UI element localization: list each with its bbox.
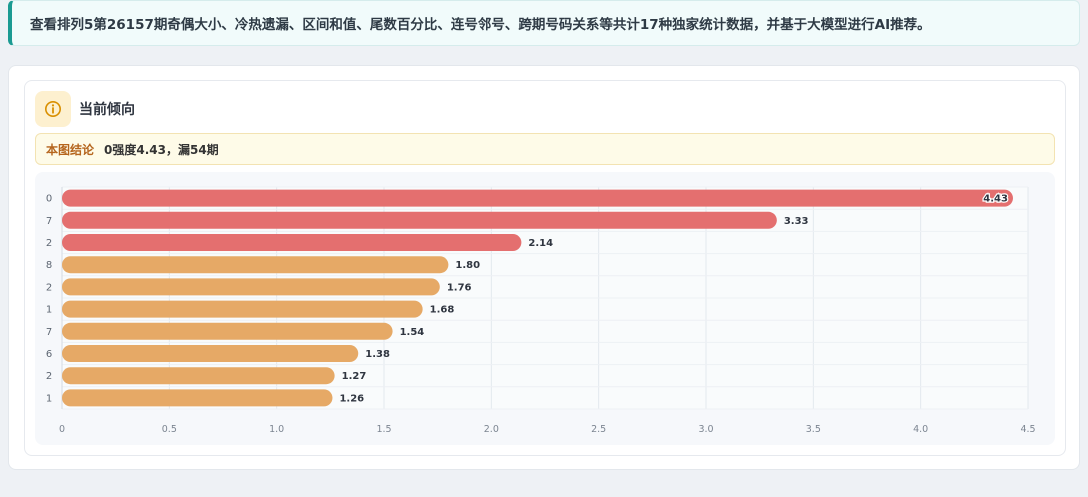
x-tick-label: 2.5 (591, 424, 606, 435)
value-label: 4.43 (983, 194, 1008, 205)
card-title: 当前倾向 (79, 102, 135, 118)
x-tick-label: 4.0 (913, 424, 928, 435)
value-label: 1.26 (339, 393, 364, 404)
bar (62, 345, 359, 362)
bar (62, 211, 777, 229)
bar-chart-svg: 0 0.5 1.0 1.5 2.0 2.5 3.0 3.5 4.0 4.5 0 4.43 7 3.33 2 2… (46, 186, 1036, 435)
bar (62, 234, 522, 251)
conclusion-label: 本图结论 (46, 142, 95, 157)
x-tick-label: 0.5 (162, 424, 177, 435)
bar-chart: 0 0.5 1.0 1.5 2.0 2.5 3.0 3.5 4.0 4.5 0 4.43 7 3.33 2 2… (35, 172, 1055, 445)
category-label: 7 (46, 327, 52, 338)
category-label: 8 (46, 260, 52, 271)
bar (62, 189, 1013, 207)
category-label: 2 (46, 282, 52, 293)
bar (62, 300, 423, 318)
bar (62, 389, 333, 407)
notice-banner: 查看排列5第26157期奇偶大小、冷热遗漏、区间和值、尾数百分比、连号邻号、跨期… (8, 0, 1080, 46)
category-label: 7 (46, 216, 52, 227)
x-tick-label: 1.0 (269, 424, 284, 435)
category-label: 0 (46, 194, 52, 205)
value-label: 1.68 (430, 305, 455, 316)
x-tick-label: 0 (59, 424, 65, 435)
info-circle-icon (35, 91, 71, 127)
bar (62, 256, 449, 274)
card-header: 当前倾向 (35, 91, 135, 127)
x-tick-label: 3.5 (806, 424, 821, 435)
bar (62, 322, 393, 340)
value-label: 1.76 (447, 282, 472, 293)
category-label: 1 (46, 305, 52, 316)
x-tick-label: 1.5 (376, 424, 391, 435)
x-tick-label: 4.5 (1020, 424, 1035, 435)
bar (62, 367, 335, 385)
category-label: 6 (46, 349, 52, 360)
value-label: 1.38 (365, 349, 390, 360)
value-label: 2.14 (528, 238, 553, 249)
x-tick-label: 3.0 (698, 424, 713, 435)
category-label: 2 (46, 371, 52, 382)
category-label: 1 (46, 393, 52, 404)
conclusion-value: 0强度4.43，漏54期 (104, 142, 219, 157)
bar (62, 278, 440, 296)
content-panel: 当前倾向 本图结论 0强度4.43，漏54期 0 0.5 1.0 1.5 2.0 2.5 3… (8, 65, 1080, 470)
value-label: 1.54 (400, 327, 425, 338)
category-label: 2 (46, 238, 52, 249)
tendency-card: 当前倾向 本图结论 0强度4.43，漏54期 0 0.5 1.0 1.5 2.0 2.5 3… (24, 80, 1066, 456)
x-tick-label: 2.0 (484, 424, 499, 435)
value-label: 3.33 (784, 216, 809, 227)
value-label: 1.27 (342, 371, 367, 382)
value-label: 1.80 (455, 260, 480, 271)
conclusion-box: 本图结论 0强度4.43，漏54期 (35, 133, 1055, 165)
notice-text: 查看排列5第26157期奇偶大小、冷热遗漏、区间和值、尾数百分比、连号邻号、跨期… (30, 17, 931, 33)
